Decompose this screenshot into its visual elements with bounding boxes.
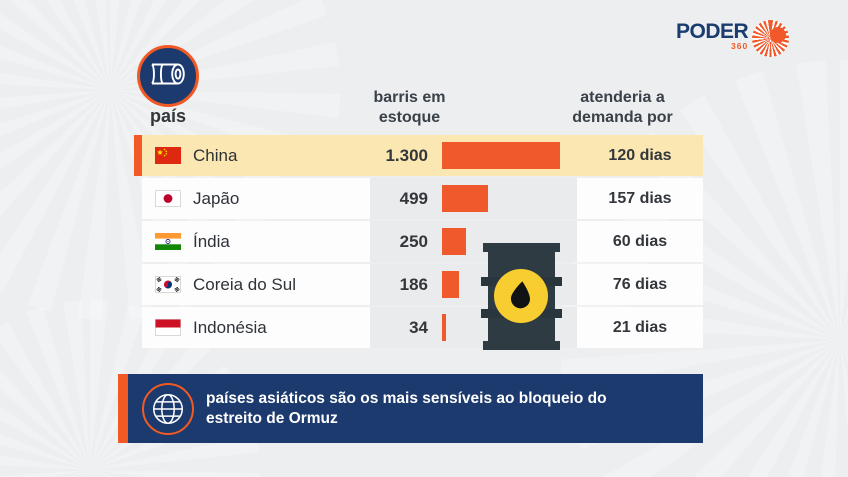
- table-row: Japão 499 157 dias: [134, 178, 703, 219]
- country-cell: Coreia do Sul: [142, 264, 370, 305]
- country-column-label: país: [149, 106, 187, 126]
- country-label: China: [193, 145, 238, 165]
- country-flag-icon: [155, 147, 181, 164]
- stock-value: 250: [399, 231, 428, 251]
- stock-value: 186: [399, 274, 428, 294]
- days-cell: 60 dias: [577, 221, 703, 262]
- logo-title: PODER: [676, 20, 749, 43]
- country-flag-icon: [155, 233, 181, 250]
- country-cell: Índia: [142, 221, 370, 262]
- country-label: Índia: [193, 231, 230, 251]
- days-value: 21 dias: [612, 318, 668, 336]
- globe-icon: [142, 382, 194, 435]
- poder360-logo: PODER 360: [676, 20, 790, 57]
- table-body: China 1.300 120 dias Japão 499 157 dias …: [134, 135, 703, 350]
- country-flag-icon: [155, 190, 181, 207]
- header-barris-em-estoque: barris em estoque: [373, 89, 446, 126]
- barrel-top-cap: [483, 243, 560, 252]
- row-accent-bar: [134, 221, 142, 262]
- sunburst-icon: [752, 20, 790, 57]
- oil-drop-badge: [494, 269, 548, 323]
- table-row: China 1.300 120 dias: [134, 135, 703, 176]
- stock-cell: 1.300: [370, 135, 577, 176]
- row-accent-bar: [134, 135, 142, 176]
- row-accent-bar: [134, 178, 142, 219]
- country-cell: China: [142, 135, 370, 176]
- oil-barrel-illustration: [481, 243, 562, 350]
- poder360-logo-text: PODER 360: [676, 20, 749, 51]
- stock-bar: [442, 314, 446, 341]
- days-value: 157 dias: [608, 189, 672, 207]
- country-label: Indonésia: [193, 317, 267, 337]
- country-label: Japão: [193, 188, 240, 208]
- banner-headline: países asiáticos são os mais sensíveis a…: [206, 389, 607, 427]
- stock-bar: [442, 142, 560, 169]
- table-row: Índia 250 60 dias: [134, 221, 703, 262]
- country-legend-circle: [137, 45, 199, 107]
- row-accent-bar: [134, 307, 142, 348]
- country-cell: Indonésia: [142, 307, 370, 348]
- stock-value: 499: [399, 188, 428, 208]
- stock-value: 34: [409, 317, 428, 337]
- stock-cell: 499: [370, 178, 577, 219]
- barrel-bottom-cap: [483, 341, 560, 350]
- table-row: Coreia do Sul 186 76 dias: [134, 264, 703, 305]
- row-accent-bar: [134, 264, 142, 305]
- banner-accent-bar: [118, 374, 128, 443]
- stock-bar: [442, 271, 459, 298]
- country-flag-icon: [155, 276, 181, 293]
- pipeline-icon: [147, 61, 189, 92]
- days-cell: 120 dias: [577, 135, 703, 176]
- stock-value: 1.300: [385, 145, 428, 165]
- table-row: Indonésia 34 21 dias: [134, 307, 703, 348]
- header-atenderia-a-demanda-por: atenderia a demanda por: [572, 89, 673, 126]
- days-value: 120 dias: [608, 146, 672, 164]
- country-label: Coreia do Sul: [193, 274, 297, 294]
- days-cell: 76 dias: [577, 264, 703, 305]
- days-cell: 157 dias: [577, 178, 703, 219]
- country-cell: Japão: [142, 178, 370, 219]
- banner-body: países asiáticos são os mais sensíveis a…: [128, 374, 703, 443]
- oil-drop-icon: [504, 277, 538, 316]
- stock-bar: [442, 185, 488, 212]
- logo-sub-360: 360: [731, 41, 749, 51]
- days-value: 76 dias: [612, 275, 668, 293]
- days-cell: 21 dias: [577, 307, 703, 348]
- days-value: 60 dias: [612, 232, 668, 250]
- headline-banner: países asiáticos são os mais sensíveis a…: [118, 374, 703, 443]
- country-flag-icon: [155, 319, 181, 336]
- stock-bar: [442, 228, 466, 255]
